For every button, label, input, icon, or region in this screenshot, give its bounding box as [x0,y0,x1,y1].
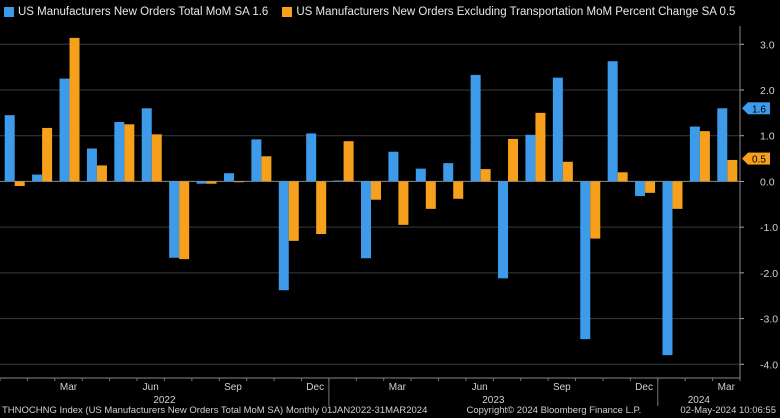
bar-ex-transport [233,181,244,183]
legend-swatch-orange [282,7,293,17]
x-tick-label: Jun [143,382,159,393]
bar-total [141,108,152,182]
bar-total [552,77,563,182]
bar-total [443,163,454,182]
x-tick-label: Mar [389,382,407,393]
y-tick-label: 0.0 [760,176,775,188]
bar-ex-transport [96,165,107,182]
bar-ex-transport [617,172,628,182]
bar-ex-transport [453,181,464,199]
bar-ex-transport [590,181,601,239]
bar-ex-transport [151,134,162,182]
bar-ex-transport [425,181,436,209]
x-tick-label: Jun [472,382,488,393]
bar-total [251,139,262,182]
legend: US Manufacturers New Orders Total MoM SA… [4,6,735,18]
bar-total [525,134,536,182]
bar-total [169,181,180,258]
bar-total [278,181,289,291]
year-label: 2022 [153,395,176,406]
bar-ex-transport [14,181,25,186]
last-value-label: 0.5 [752,155,766,166]
bar-ex-transport [727,159,738,182]
legend-item-ex-transport: US Manufacturers New Orders Excluding Tr… [282,6,735,18]
x-tick-label: Dec [306,382,324,393]
x-tick-label: Sep [553,382,571,393]
last-value-badge [748,152,770,165]
bar-total [4,115,15,182]
bar-total [32,174,43,182]
bar-total [333,180,344,182]
bar-ex-transport [261,156,272,182]
y-tick-label: 2.0 [760,85,775,97]
bar-ex-transport [42,127,53,182]
x-tick-label: Sep [224,382,242,393]
y-tick-label: -3.0 [760,314,778,326]
bar-total [470,74,481,182]
footer-index: THNOCHNG Index (US Manufacturers New Ord… [2,405,428,416]
last-value-pointer [742,102,748,115]
last-value-label: 1.6 [752,104,766,115]
bar-total [498,181,509,279]
bar-ex-transport [645,181,656,193]
footer-timestamp: 02-May-2024 10:06:55 [680,405,776,416]
bar-total [306,133,317,182]
last-value-pointer [742,152,748,165]
bar-ex-transport [562,161,573,182]
bar-ex-transport [371,181,381,200]
y-tick-label: -2.0 [760,268,778,280]
bar-total [717,108,728,182]
bar-ex-transport [480,169,491,182]
legend-item-total: US Manufacturers New Orders Total MoM SA… [4,6,268,18]
bar-ex-transport [508,138,519,182]
bar-total [388,151,399,182]
bar-total [635,181,646,197]
legend-swatch-blue [4,7,14,17]
bar-total [59,78,70,182]
y-tick-label: -4.0 [760,359,778,371]
x-tick-label: Mar [718,382,736,393]
bar-ex-transport [672,181,683,209]
bar-ex-transport [535,112,546,182]
x-tick-label: Dec [635,382,653,393]
bar-total [86,148,97,182]
bar-total [361,181,371,259]
footer-copyright: Copyright© 2024 Bloomberg Finance L.P. [466,405,642,416]
bar-ex-transport [699,131,710,182]
bar-ex-transport [179,181,190,260]
bar-total [196,181,207,184]
year-label: 2023 [482,395,505,406]
bar-total [607,61,618,182]
bar-ex-transport [288,181,299,241]
bar-ex-transport [343,141,354,182]
last-value-badge [748,102,770,115]
bar-ex-transport [69,37,80,182]
bar-total [114,122,125,182]
bar-total [689,126,700,182]
bar-ex-transport [316,181,327,234]
y-tick-label: 1.0 [760,131,775,143]
bar-total [223,173,234,182]
bar-ex-transport [206,181,217,184]
x-tick-label: Mar [60,382,78,393]
bar-ex-transport [398,181,409,225]
y-tick-label: 3.0 [760,39,775,51]
legend-label-total: US Manufacturers New Orders Total MoM SA… [18,6,269,18]
y-tick-label: -1.0 [760,222,778,234]
footer: THNOCHNG Index (US Manufacturers New Ord… [2,405,776,416]
bar-ex-transport [124,124,135,182]
bar-total [415,168,426,182]
bar-total [662,181,673,356]
bar-total [580,181,591,340]
year-label: 2024 [688,395,711,406]
legend-label-ex-transport: US Manufacturers New Orders Excluding Tr… [296,6,736,18]
